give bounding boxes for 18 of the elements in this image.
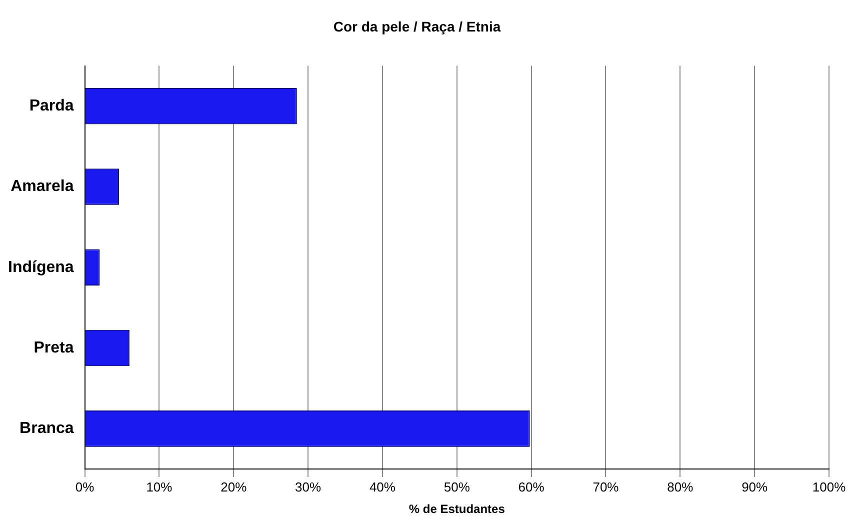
x-tick-label: 20% bbox=[220, 479, 248, 494]
x-tick-label: 50% bbox=[444, 479, 470, 494]
y-tick-label: Indígena bbox=[8, 258, 74, 276]
y-tick-label: Branca bbox=[20, 420, 74, 438]
chart-title: Cor da pele / Raça / Etnia bbox=[333, 18, 501, 34]
x-tick-label: 30% bbox=[295, 479, 322, 494]
x-tick-label: 40% bbox=[369, 479, 396, 494]
x-tick-label: 70% bbox=[592, 479, 620, 494]
y-tick-label: Parda bbox=[29, 98, 74, 115]
x-tick-label: 80% bbox=[667, 479, 694, 494]
x-tick-label: 60% bbox=[518, 479, 545, 494]
x-axis-title: % de Estudantes bbox=[408, 502, 506, 516]
y-tick-label: Amarela bbox=[10, 178, 74, 196]
x-tick-label: 10% bbox=[146, 479, 173, 494]
y-tick-label: Preta bbox=[34, 339, 74, 356]
x-tick-label: 90% bbox=[742, 479, 768, 494]
x-tick-label: 100% bbox=[812, 479, 846, 494]
x-tick-label: 0% bbox=[75, 479, 95, 494]
